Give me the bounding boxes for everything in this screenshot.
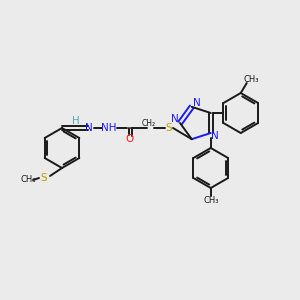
Text: CH₃: CH₃ [203,196,218,206]
Text: N: N [171,114,179,124]
Text: O: O [126,134,134,144]
Text: S: S [41,173,47,183]
Text: CH₂: CH₂ [142,119,156,128]
Text: NH: NH [101,123,117,133]
Text: N: N [85,123,93,133]
Text: N: N [193,98,201,108]
Text: CH₃: CH₃ [20,176,36,184]
Text: S: S [166,123,172,133]
Text: CH₃: CH₃ [243,74,259,83]
Text: H: H [72,116,80,126]
Text: N: N [211,131,219,141]
